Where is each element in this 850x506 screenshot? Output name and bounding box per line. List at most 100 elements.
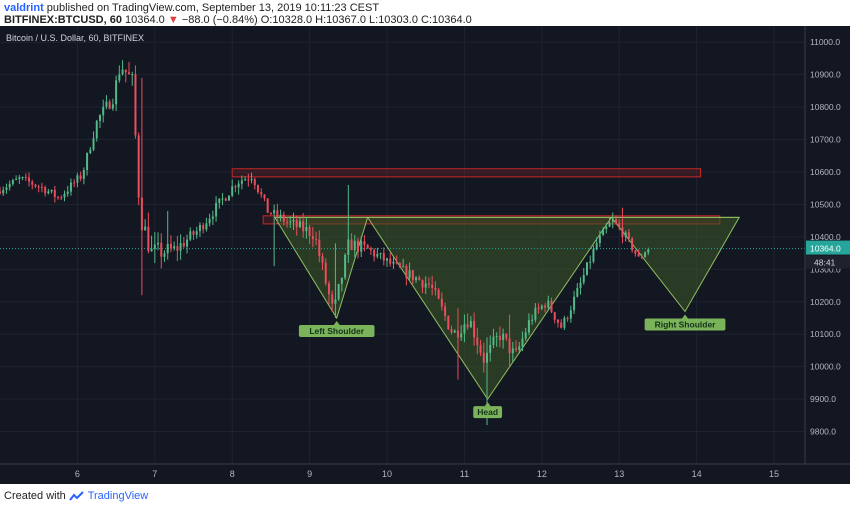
candle-body	[66, 191, 69, 194]
candle-body	[415, 277, 418, 281]
candle-body	[344, 254, 347, 278]
pattern-label[interactable]: Left Shoulder	[298, 321, 375, 337]
candle-body	[647, 249, 650, 253]
candle-body	[111, 104, 114, 109]
candle-body	[189, 231, 192, 240]
high-label: H:	[315, 14, 327, 26]
chart-area[interactable]: Left Shoulder Head Right Shoulder 11000.0 1…	[0, 26, 850, 484]
candle-body	[553, 312, 556, 320]
candle-body	[221, 198, 224, 200]
candle-body	[531, 319, 534, 321]
candle-body	[131, 74, 134, 76]
candle-body	[292, 220, 295, 222]
candle-body	[405, 266, 408, 279]
pattern-label[interactable]: Head	[473, 402, 503, 419]
candle-body	[505, 333, 508, 339]
low-value: 10303.0	[378, 14, 418, 26]
candle-body	[334, 299, 337, 304]
candle-body	[434, 288, 437, 290]
candle-body	[566, 317, 569, 319]
candle-body	[40, 186, 43, 188]
candle-body	[569, 310, 572, 319]
chart-title: Bitcoin / U.S. Dollar, 60, BITFINEX	[6, 33, 144, 43]
pattern-label-background	[473, 406, 503, 419]
candle-body	[21, 177, 24, 179]
time-axis[interactable]: 6 7 8 9 10 11 12 13 14 15	[75, 469, 779, 479]
candle-body	[15, 179, 18, 181]
candle-body	[231, 186, 234, 196]
candle-body	[37, 186, 40, 188]
author-link[interactable]: valdrint	[4, 2, 44, 14]
candle-body	[369, 248, 372, 251]
x-tick-label: 10	[382, 469, 392, 479]
candle-body	[282, 214, 285, 222]
candle-body	[286, 221, 289, 223]
price-axis[interactable]: 11000.0 10900.0 10800.0 10700.0 10600.0 10500…	[810, 37, 841, 436]
candle-body	[347, 239, 350, 255]
candle-body	[476, 337, 479, 346]
candle-body	[50, 189, 53, 192]
candle-body	[24, 177, 27, 179]
candle-body	[121, 69, 124, 75]
candle-body	[534, 307, 537, 320]
pattern-label-text: Left Shoulder	[309, 326, 364, 336]
price-change: −88.0 (−0.84%)	[181, 14, 258, 26]
candle-body	[295, 220, 298, 228]
candle-body	[89, 149, 92, 154]
y-tick-label: 10700.0	[810, 135, 841, 145]
pattern-label-pointer	[333, 321, 340, 325]
candle-body	[102, 106, 105, 116]
candle-body	[182, 243, 185, 247]
candle-body	[118, 74, 121, 81]
countdown-text: 48:41	[814, 258, 836, 268]
low-label: L:	[369, 14, 379, 26]
pattern-label-text: Head	[477, 407, 498, 417]
candle-body	[421, 280, 424, 288]
candle-body	[631, 238, 634, 251]
candle-body	[608, 222, 611, 227]
candle-body	[418, 277, 421, 281]
candle-body	[289, 221, 292, 223]
pattern-label[interactable]: Right Shoulder	[644, 314, 726, 331]
candlestick-chart[interactable]: Left Shoulder Head Right Shoulder 11000.01…	[0, 26, 850, 484]
resistance-zone[interactable]	[231, 168, 702, 178]
candle-body	[395, 261, 398, 264]
candle-body	[547, 300, 550, 308]
candle-body	[115, 80, 118, 105]
candle-body	[73, 182, 76, 184]
countdown-background	[806, 255, 850, 269]
candle-body	[186, 239, 189, 247]
candle-body	[618, 223, 621, 228]
candle-body	[173, 246, 176, 249]
tradingview-logo-icon	[69, 490, 84, 501]
candle-body	[615, 219, 618, 224]
candle-body	[398, 263, 401, 268]
candle-body	[28, 177, 31, 182]
publish-line: valdrint published on TradingView.com, S…	[4, 2, 379, 14]
candle-body	[18, 177, 21, 180]
candle-body	[147, 226, 150, 252]
candle-body	[11, 180, 14, 184]
x-tick-label: 6	[75, 469, 80, 479]
candle-body	[60, 197, 63, 199]
candle-body	[266, 198, 269, 213]
candle-body	[240, 180, 243, 184]
open-value: 10328.0	[272, 14, 313, 26]
tradingview-brand[interactable]: TradingView	[87, 490, 149, 502]
candle-body	[305, 226, 308, 232]
candle-body	[137, 135, 140, 198]
candle-body	[585, 262, 588, 275]
candle-body	[444, 306, 447, 316]
candle-body	[263, 194, 266, 199]
x-tick-label: 8	[230, 469, 235, 479]
candle-body	[560, 322, 563, 328]
footer: Created with TradingView	[0, 484, 850, 506]
candle-body	[140, 197, 143, 231]
candle-body	[376, 254, 379, 257]
candle-body	[550, 300, 553, 313]
candle-body	[605, 226, 608, 230]
candle-body	[69, 182, 72, 192]
candle-body	[260, 192, 263, 195]
candle-body	[176, 246, 179, 251]
candle-body	[511, 348, 514, 354]
